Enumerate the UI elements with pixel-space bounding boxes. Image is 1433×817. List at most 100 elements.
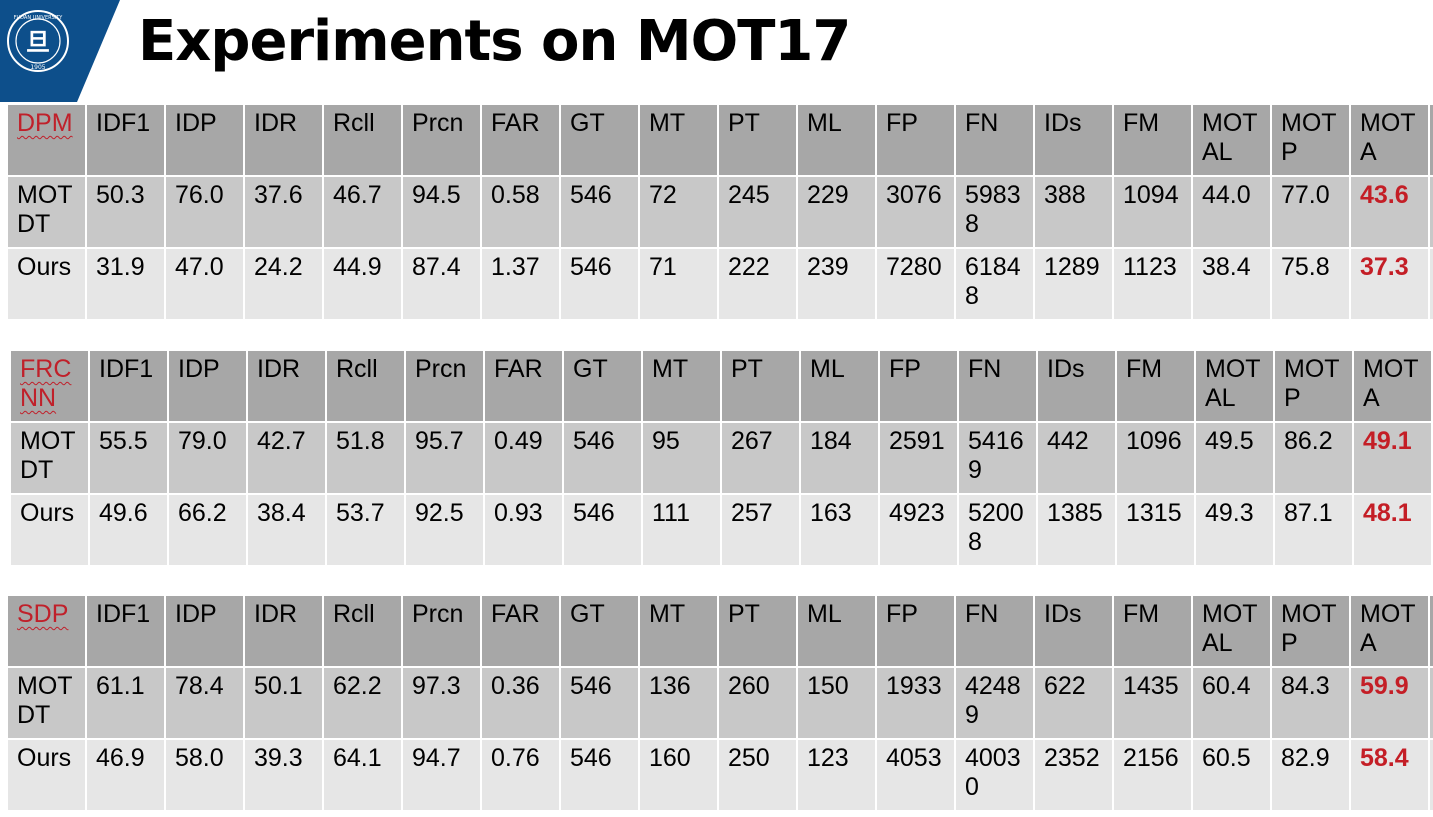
column-header-rcll: Rcll xyxy=(325,349,406,423)
table-row: MOTDT 61.1 78.4 50.1 62.2 97.3 0.36 546 136 260 15… xyxy=(6,666,1433,740)
cell-gt: 546 xyxy=(562,421,643,495)
cell-prcn: 95.7 xyxy=(404,421,485,495)
cell-far: 0.76 xyxy=(480,738,561,812)
column-header-idp: IDP xyxy=(167,349,248,423)
column-header-fm: FM xyxy=(1112,594,1193,668)
column-header-fn: FN xyxy=(954,594,1035,668)
cell-pt: 260 xyxy=(717,666,798,740)
cell-idr: 24.2 xyxy=(243,247,324,321)
cell-fn: 52008 xyxy=(957,493,1038,567)
cell-rcll: 44.9 xyxy=(322,247,403,321)
cell-ids: 1385 xyxy=(1036,493,1117,567)
cell-idp: 79.0 xyxy=(167,421,248,495)
column-header-idr: IDR xyxy=(243,103,324,177)
cell-motp: 84.3 xyxy=(1270,666,1351,740)
cell-far: 0.49 xyxy=(483,421,564,495)
cell-fn: 40030 xyxy=(954,738,1035,812)
column-header-far: FAR xyxy=(480,594,561,668)
table-edge-cell xyxy=(1428,103,1433,177)
column-header-pt: PT xyxy=(720,349,801,423)
cell-mt: 160 xyxy=(638,738,719,812)
column-header-idr: IDR xyxy=(243,594,324,668)
cell-fn: 61848 xyxy=(954,247,1035,321)
cell-motp: 82.9 xyxy=(1270,738,1351,812)
column-header-ids: IDs xyxy=(1036,349,1117,423)
column-header-fm: FM xyxy=(1112,103,1193,177)
column-header-gt: GT xyxy=(559,594,640,668)
column-header-pt: PT xyxy=(717,103,798,177)
cell-rcll: 46.7 xyxy=(322,175,403,249)
cell-fn: 59838 xyxy=(954,175,1035,249)
svg-text:旦: 旦 xyxy=(26,27,50,56)
university-seal-icon: 旦 FUDAN UNIVERSITY 1905 xyxy=(7,10,69,72)
table-edge-cell xyxy=(1428,738,1433,812)
cell-pt: 222 xyxy=(717,247,798,321)
cell-rcll: 51.8 xyxy=(325,421,406,495)
cell-idr: 39.3 xyxy=(243,738,324,812)
table-edge-cell xyxy=(1428,666,1433,740)
cell-fp: 3076 xyxy=(875,175,956,249)
cell-ml: 163 xyxy=(799,493,880,567)
column-header-motal: MOTAL xyxy=(1191,103,1272,177)
cell-ids: 1289 xyxy=(1033,247,1114,321)
column-header-mota: MOTA xyxy=(1349,103,1430,177)
cell-rcll: 64.1 xyxy=(322,738,403,812)
column-header-motp: MOTP xyxy=(1270,103,1351,177)
cell-mt: 95 xyxy=(641,421,722,495)
cell-idr: 38.4 xyxy=(246,493,327,567)
column-header-motal: MOTAL xyxy=(1191,594,1272,668)
column-header-idp: IDP xyxy=(164,103,245,177)
column-header-ids: IDs xyxy=(1033,594,1114,668)
results-table-dpm: DPM IDF1 IDP IDR Rcll Prcn FAR GT MT PT ML FP FN IDs F… xyxy=(6,103,1433,321)
column-header-idr: IDR xyxy=(246,349,327,423)
column-header-idp: IDP xyxy=(164,594,245,668)
table-edge-cell xyxy=(1428,175,1433,249)
column-header-mt: MT xyxy=(641,349,722,423)
cell-idp: 78.4 xyxy=(164,666,245,740)
cell-idr: 42.7 xyxy=(246,421,327,495)
cell-rcll: 62.2 xyxy=(322,666,403,740)
cell-mota: 43.6 xyxy=(1349,175,1430,249)
table-edge-cell xyxy=(1428,594,1433,668)
cell-fp: 1933 xyxy=(875,666,956,740)
cell-pt: 245 xyxy=(717,175,798,249)
column-header-fp: FP xyxy=(875,103,956,177)
cell-idf1: 46.9 xyxy=(85,738,166,812)
column-header-far: FAR xyxy=(483,349,564,423)
cell-prcn: 92.5 xyxy=(404,493,485,567)
column-header-mt: MT xyxy=(638,103,719,177)
column-header-idf1: IDF1 xyxy=(85,594,166,668)
cell-gt: 546 xyxy=(559,247,640,321)
column-header-prcn: Prcn xyxy=(401,103,482,177)
column-header-ml: ML xyxy=(796,594,877,668)
table-row: Ours 31.9 47.0 24.2 44.9 87.4 1.37 546 71 222 239 7… xyxy=(6,247,1433,321)
column-header-fm: FM xyxy=(1115,349,1196,423)
cell-prcn: 94.7 xyxy=(401,738,482,812)
cell-idf1: 49.6 xyxy=(88,493,169,567)
cell-prcn: 87.4 xyxy=(401,247,482,321)
cell-motp: 77.0 xyxy=(1270,175,1351,249)
cell-fm: 1315 xyxy=(1115,493,1196,567)
column-header-pt: PT xyxy=(717,594,798,668)
cell-idr: 37.6 xyxy=(243,175,324,249)
column-header-rcll: Rcll xyxy=(322,594,403,668)
table-row: MOTDT 50.3 76.0 37.6 46.7 94.5 0.58 546 72 245 229… xyxy=(6,175,1433,249)
cell-ml: 150 xyxy=(796,666,877,740)
cell-motal: 38.4 xyxy=(1191,247,1272,321)
cell-pt: 267 xyxy=(720,421,801,495)
column-header-gt: GT xyxy=(559,103,640,177)
cell-ids: 388 xyxy=(1033,175,1114,249)
cell-fm: 1123 xyxy=(1112,247,1193,321)
cell-mt: 136 xyxy=(638,666,719,740)
column-header-idf1: IDF1 xyxy=(85,103,166,177)
column-header-mota: MOTA xyxy=(1349,594,1430,668)
column-header-mt: MT xyxy=(638,594,719,668)
table-edge-cell xyxy=(1428,247,1433,321)
column-header-fp: FP xyxy=(875,594,956,668)
cell-pt: 250 xyxy=(717,738,798,812)
column-header-gt: GT xyxy=(562,349,643,423)
results-table-frcnn: FRCNN IDF1 IDP IDR Rcll Prcn FAR GT MT PT ML FP FN ID… xyxy=(9,349,1433,567)
column-header-ids: IDs xyxy=(1033,103,1114,177)
cell-ids: 622 xyxy=(1033,666,1114,740)
column-header-fn: FN xyxy=(957,349,1038,423)
